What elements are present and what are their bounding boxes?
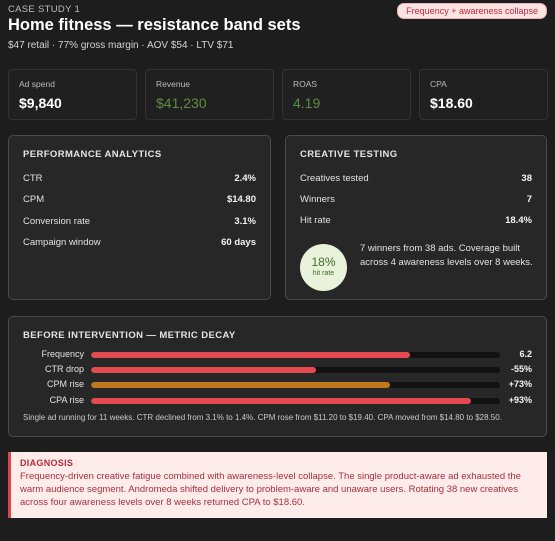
metric-value: 3.1%: [234, 216, 256, 227]
metric-value: 60 days: [221, 237, 256, 248]
diagnosis-body: Frequency-driven creative fatigue combin…: [20, 471, 521, 508]
decay-bar-track: [91, 382, 500, 388]
metric-value: 18.4%: [505, 215, 532, 226]
kpi-value: $18.60: [430, 95, 473, 111]
decay-bar-track: [91, 367, 500, 373]
decay-bar-label: CPM rise: [46, 379, 84, 389]
kpi-label: Ad spend: [19, 79, 55, 89]
panel-title: CREATIVE TESTING: [300, 149, 398, 160]
decay-bar-value: -55%: [510, 364, 532, 374]
kpi-value: $9,840: [19, 95, 62, 111]
performance-analytics-panel: PERFORMANCE ANALYTICS CTR 2.4% CPM $14.8…: [8, 135, 271, 300]
decay-bar-label: CTR drop: [44, 364, 84, 374]
kpi-card-roas: ROAS 4.19: [282, 69, 411, 120]
case-study-label: CASE STUDY 1: [8, 4, 81, 15]
metric-value: $14.80: [226, 194, 256, 205]
metric-label: Creatives tested: [300, 173, 369, 184]
metric-label: CTR: [23, 173, 43, 184]
decay-bar-fill: [91, 382, 390, 388]
kpi-label: Revenue: [156, 79, 191, 89]
metric-label: Winners: [300, 194, 335, 205]
diagnosis-title: DIAGNOSIS: [20, 458, 74, 468]
metric-label: Campaign window: [23, 237, 101, 248]
decay-bar-fill: [91, 367, 316, 373]
kpi-row: Ad spend $9,840 Revenue $41,230 ROAS 4.1…: [8, 69, 548, 120]
hit-rate-circle: 18% hit rate: [300, 244, 347, 291]
metric-row-ctr: CTR 2.4%: [23, 173, 256, 187]
hit-rate-label: hit rate: [312, 270, 335, 277]
metric-row-campaign-window: Campaign window 60 days: [23, 237, 256, 251]
decay-bar-row: Frequency 6.2: [23, 349, 532, 361]
decay-bar-value: 6.2: [519, 349, 532, 359]
decay-bar-value: +93%: [508, 395, 532, 405]
decay-bar-value: +73%: [508, 379, 532, 389]
decay-bar-label: Frequency: [41, 349, 84, 359]
kpi-value: $41,230: [156, 95, 207, 111]
decay-bar-row: CPA rise +93%: [23, 395, 532, 407]
metric-value: 38: [521, 173, 532, 184]
creative-summary: 7 winners from 38 ads. Coverage built ac…: [360, 243, 533, 268]
decay-bar-track: [91, 398, 500, 404]
kpi-label: CPA: [430, 79, 447, 89]
diagnosis-tag-badge: Frequency + awareness collapse: [397, 3, 547, 19]
kpi-card-revenue: Revenue $41,230: [145, 69, 274, 120]
kpi-value: 4.19: [293, 95, 321, 111]
metric-value: 2.4%: [234, 173, 256, 184]
kpi-label: ROAS: [293, 79, 318, 89]
creative-row-hit-rate: Hit rate 18.4%: [300, 215, 532, 229]
decay-bar-row: CPM rise +73%: [23, 379, 532, 391]
decay-bar-fill: [91, 352, 411, 358]
product-economics-subtitle: $47 retail · 77% gross margin · AOV $54 …: [8, 40, 234, 51]
page-title: Home fitness — resistance band sets: [8, 16, 301, 34]
creative-testing-panel: CREATIVE TESTING Creatives tested 38 Win…: [285, 135, 547, 300]
kpi-card-ad-spend: Ad spend $9,840: [8, 69, 137, 120]
metric-label: Hit rate: [300, 215, 331, 226]
decay-note: Single ad running for 11 weeks. CTR decl…: [23, 413, 502, 422]
hit-rate-percent: 18%: [311, 255, 336, 269]
metric-label: CPM: [23, 194, 45, 205]
metric-label: Conversion rate: [23, 216, 91, 227]
decay-bar-fill: [91, 398, 472, 404]
decay-bar-label: CPA rise: [49, 395, 84, 405]
panel-title: PERFORMANCE ANALYTICS: [23, 149, 162, 160]
metric-decay-panel: BEFORE INTERVENTION — METRIC DECAY Frequ…: [8, 316, 547, 437]
metric-value: 7: [526, 194, 532, 205]
decay-bar-track: [91, 352, 500, 358]
decay-bar-row: CTR drop -55%: [23, 364, 532, 376]
diagnosis-callout: DIAGNOSIS Frequency-driven creative fati…: [8, 452, 547, 518]
creative-row-tested: Creatives tested 38: [300, 173, 532, 187]
metric-row-conversion-rate: Conversion rate 3.1%: [23, 216, 256, 230]
kpi-card-cpa: CPA $18.60: [419, 69, 548, 120]
creative-row-winners: Winners 7: [300, 194, 532, 208]
metric-row-cpm: CPM $14.80: [23, 194, 256, 208]
panel-title: BEFORE INTERVENTION — METRIC DECAY: [23, 330, 236, 341]
